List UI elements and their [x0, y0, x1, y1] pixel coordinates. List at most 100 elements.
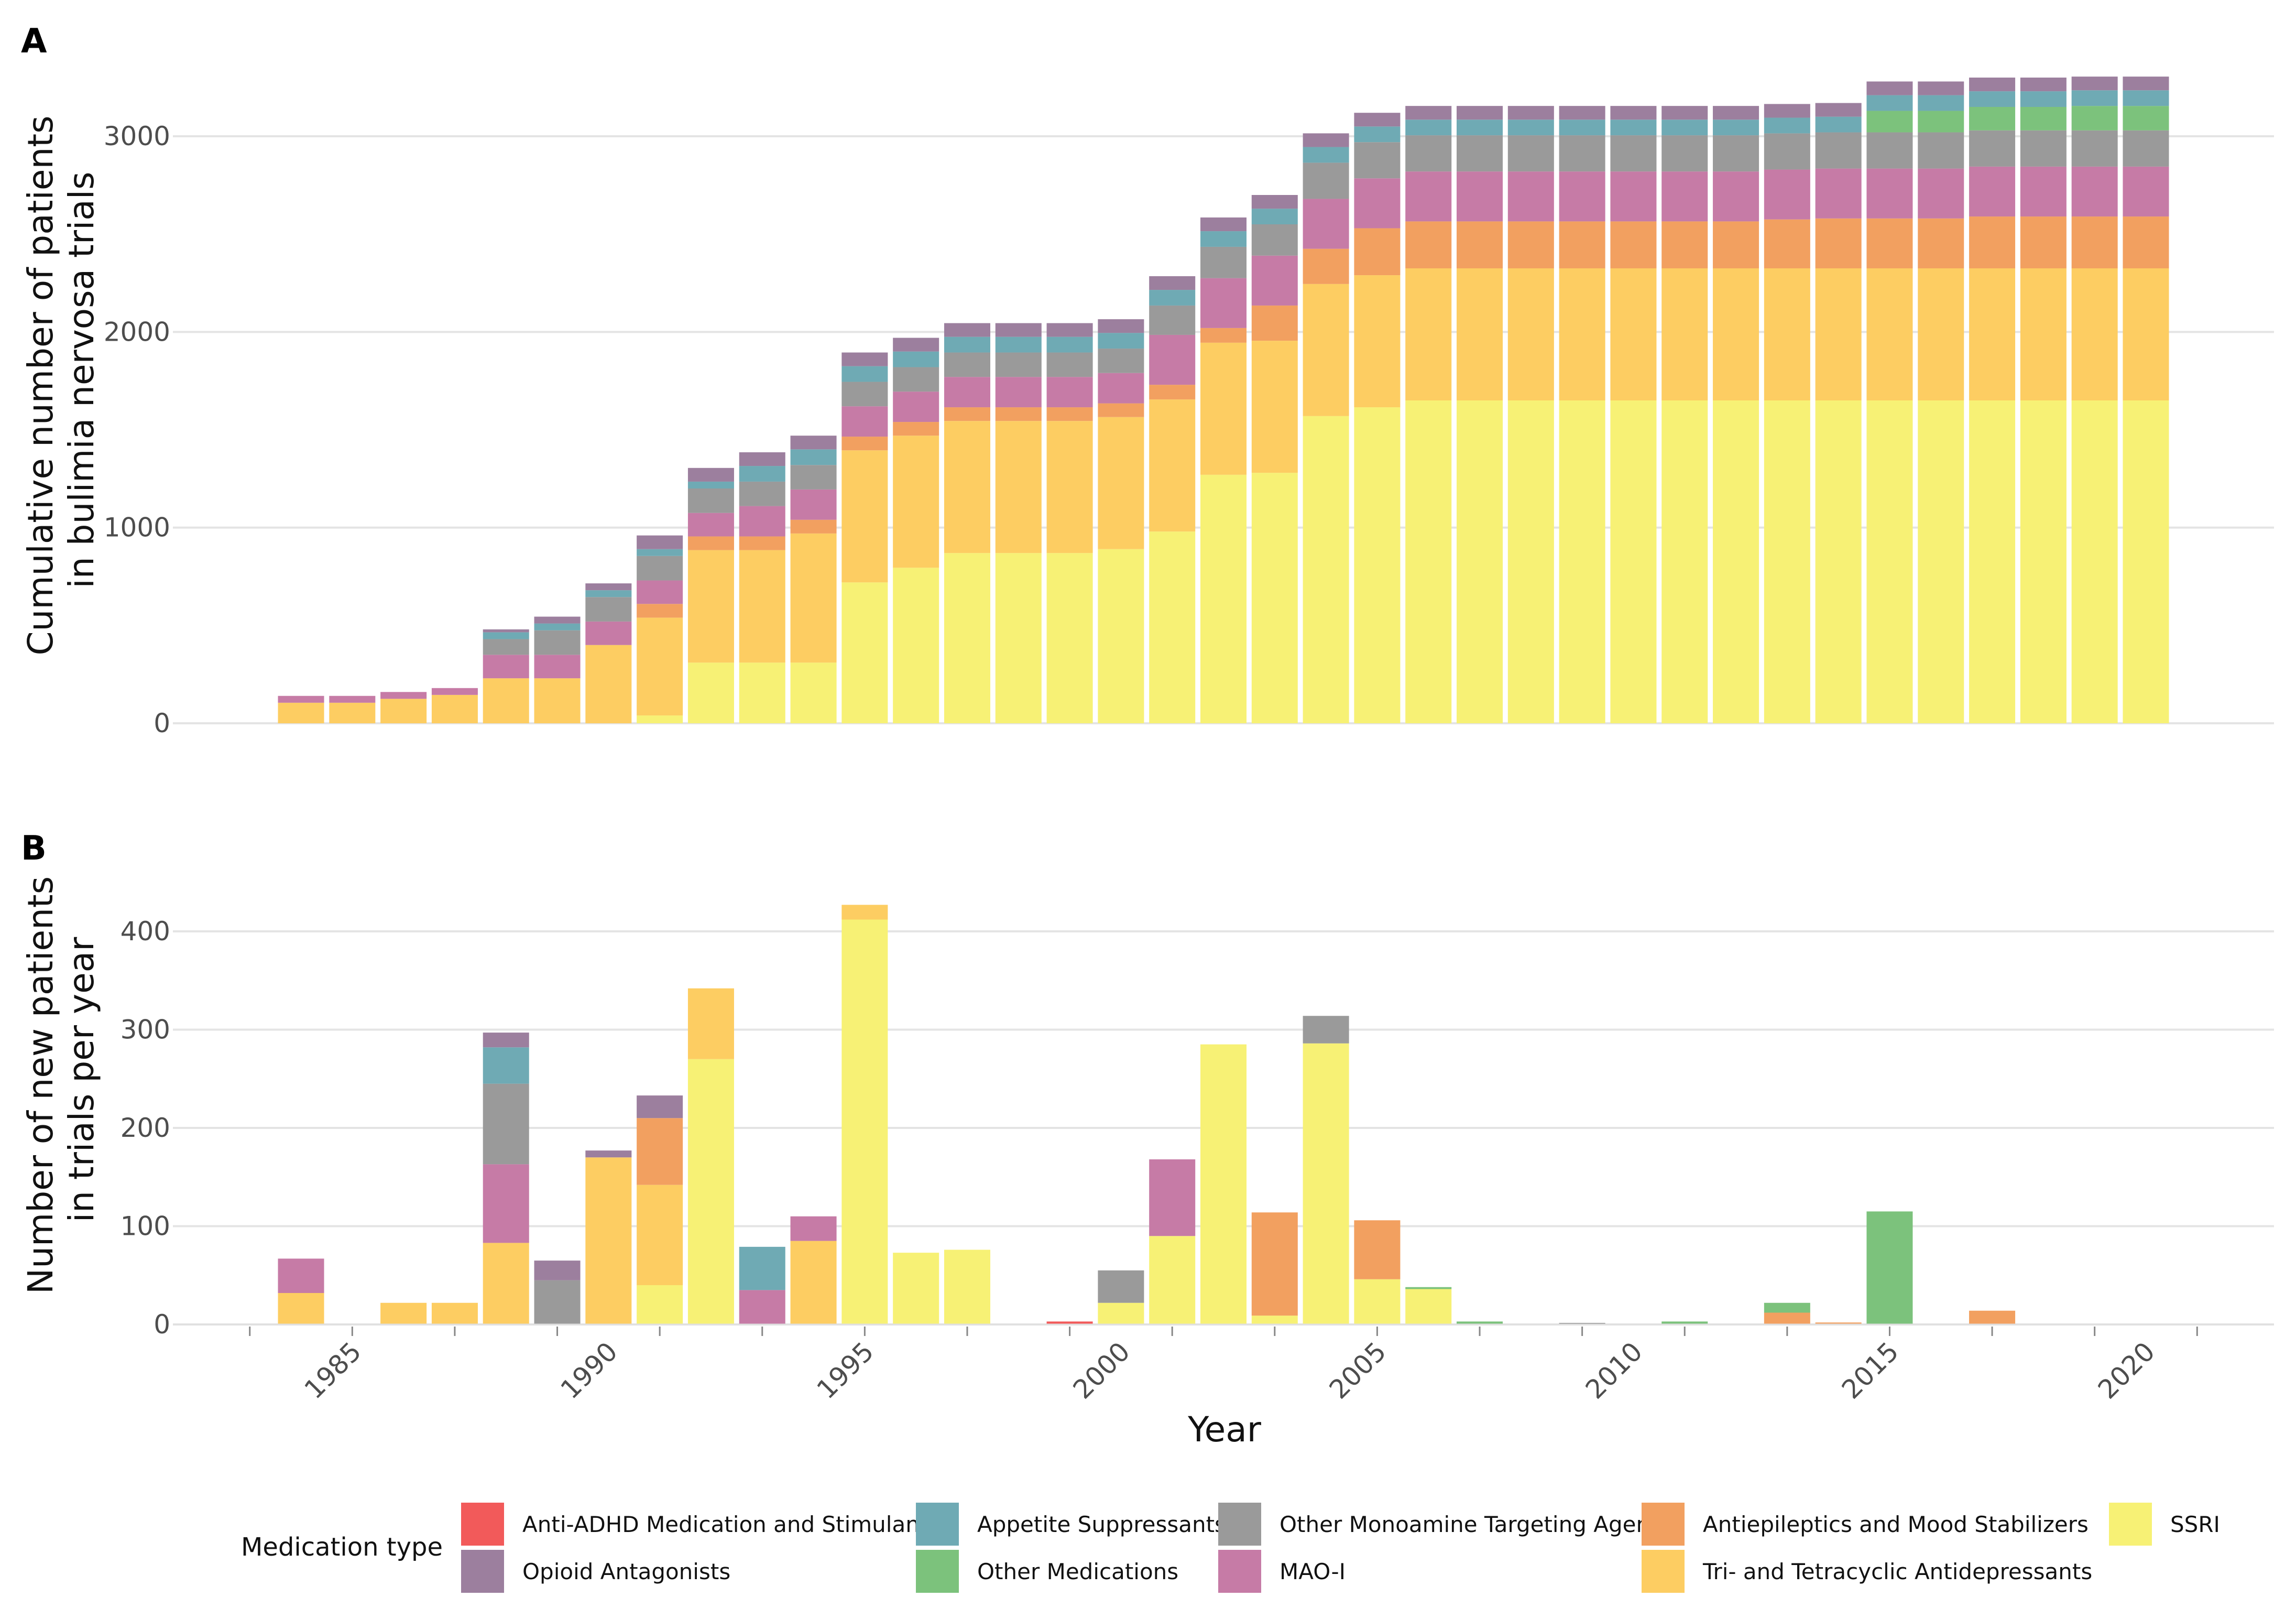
y-tick-label-0: 0 — [154, 708, 170, 738]
bar-a-2001-tri-and-tetracyclic-antidepressants — [1149, 399, 1196, 532]
bar-a-1985-mao-i — [329, 696, 376, 703]
legend-swatch-other-medications — [916, 1550, 959, 1593]
bar-a-1987-tri-and-tetracyclic-antidepressants — [431, 694, 478, 723]
bar-a-2007-appetite-suppressants — [1457, 119, 1503, 136]
bar-a-2016-other-medications — [1918, 111, 1964, 133]
bar-a-1995-tri-and-tetracyclic-antidepressants — [841, 450, 888, 583]
bar-b-1995-tri-and-tetracyclic-antidepressants — [841, 905, 888, 920]
bar-a-2006-other-monoamine-targeting-agents — [1405, 135, 1452, 172]
bar-a-2011-mao-i — [1661, 171, 1708, 222]
bar-a-2012-ssri — [1713, 400, 1759, 723]
bar-a-2009-mao-i — [1559, 171, 1605, 222]
bar-a-1996-opioid-antagonists — [893, 338, 939, 352]
bar-a-2014-appetite-suppressants — [1815, 116, 1862, 133]
bar-b-2004-other-monoamine-targeting-agents — [1303, 1016, 1349, 1044]
legend-label-anti-adhd-medication-and-stimulants: Anti-ADHD Medication and Stimulants — [522, 1512, 939, 1537]
bar-a-2015-opioid-antagonists — [1866, 81, 1913, 95]
bar-a-2018-tri-and-tetracyclic-antidepressants — [2020, 268, 2067, 400]
bar-a-1992-antiepileptics-and-mood-stabilizers — [687, 536, 734, 550]
bar-a-2000-opioid-antagonists — [1098, 319, 1144, 333]
bar-a-2016-tri-and-tetracyclic-antidepressants — [1918, 268, 1964, 400]
bar-b-2006-other-medications — [1405, 1287, 1452, 1289]
bar-a-2009-opioid-antagonists — [1559, 106, 1605, 120]
bar-a-1992-ssri — [687, 662, 734, 723]
bar-a-2018-other-medications — [2020, 107, 2067, 131]
bar-a-1991-opioid-antagonists — [637, 535, 683, 549]
panel-a-letter: A — [21, 22, 47, 61]
bar-b-2017-antiepileptics-and-mood-stabilizers — [1969, 1310, 2016, 1324]
bar-a-1998-mao-i — [995, 377, 1042, 408]
panel-b-y-axis-title-line1: Number of new patients — [20, 876, 61, 1294]
bar-a-2004-other-monoamine-targeting-agents — [1303, 162, 1349, 199]
bar-b-1984-tri-and-tetracyclic-antidepressants — [278, 1293, 324, 1324]
bar-a-1995-mao-i — [841, 406, 888, 437]
bar-a-2020-appetite-suppressants — [2123, 90, 2169, 106]
bar-b-1988-appetite-suppressants — [483, 1047, 529, 1084]
panel-b-y-axis-title-line2: in trials per year — [61, 937, 102, 1222]
bar-a-2003-antiepileptics-and-mood-stabilizers — [1251, 305, 1298, 341]
bar-a-1996-ssri — [893, 568, 939, 723]
bar-a-2014-ssri — [1815, 400, 1862, 723]
bar-a-2003-other-monoamine-targeting-agents — [1251, 224, 1298, 256]
bar-a-2010-other-monoamine-targeting-agents — [1610, 135, 1657, 172]
legend-label-tri-and-tetracyclic-antidepressants: Tri- and Tetracyclic Antidepressants — [1702, 1559, 2092, 1584]
bar-a-2014-other-monoamine-targeting-agents — [1815, 132, 1862, 169]
panel-a-y-ticks: 0 1000 2000 3000 — [104, 121, 170, 738]
bar-a-2005-appetite-suppressants — [1354, 126, 1401, 143]
bar-a-1986-mao-i — [380, 692, 427, 699]
legend-label-ssri: SSRI — [2170, 1512, 2220, 1537]
bar-a-2020-opioid-antagonists — [2123, 77, 2169, 91]
bar-a-2012-other-monoamine-targeting-agents — [1713, 135, 1759, 172]
bar-b-1990-opioid-antagonists — [585, 1150, 632, 1158]
bar-a-1994-other-monoamine-targeting-agents — [790, 465, 837, 490]
bar-a-1990-tri-and-tetracyclic-antidepressants — [585, 645, 632, 723]
bar-a-2001-other-monoamine-targeting-agents — [1149, 305, 1196, 335]
bar-a-2010-tri-and-tetracyclic-antidepressants — [1610, 268, 1657, 400]
bar-a-1985-tri-and-tetracyclic-antidepressants — [329, 702, 376, 723]
bar-b-2003-antiepileptics-and-mood-stabilizers — [1251, 1212, 1298, 1316]
bar-a-1991-mao-i — [637, 580, 683, 604]
legend-label-appetite-suppressants: Appetite Suppressants — [977, 1512, 1226, 1537]
bar-a-2020-other-monoamine-targeting-agents — [2123, 130, 2169, 167]
bar-a-2017-tri-and-tetracyclic-antidepressants — [1969, 268, 2016, 400]
bar-b-2001-mao-i — [1149, 1159, 1196, 1236]
bar-a-2003-tri-and-tetracyclic-antidepressants — [1251, 341, 1298, 473]
bar-a-2005-opioid-antagonists — [1354, 113, 1401, 127]
bar-a-2005-ssri — [1354, 407, 1401, 723]
legend-swatch-appetite-suppressants — [916, 1503, 959, 1546]
bar-b-1993-appetite-suppressants — [739, 1246, 785, 1290]
bar-a-1992-opioid-antagonists — [687, 468, 734, 482]
bar-a-2009-other-monoamine-targeting-agents — [1559, 135, 1605, 172]
bar-a-1999-opioid-antagonists — [1046, 323, 1093, 337]
bar-a-1998-appetite-suppressants — [995, 336, 1042, 353]
bar-a-2012-appetite-suppressants — [1713, 119, 1759, 136]
bar-a-2010-ssri — [1610, 400, 1657, 723]
bar-a-2014-mao-i — [1815, 168, 1862, 219]
bar-a-2007-mao-i — [1457, 171, 1503, 222]
bar-a-2020-other-medications — [2123, 106, 2169, 131]
panel-a-chart: A 0 1000 2000 3000 Cumulative number of pat… — [20, 22, 2274, 738]
bar-a-1993-tri-and-tetracyclic-antidepressants — [739, 550, 785, 663]
bar-a-2006-appetite-suppressants — [1405, 119, 1452, 136]
bar-a-2018-antiepileptics-and-mood-stabilizers — [2020, 216, 2067, 268]
bar-a-1988-other-monoamine-targeting-agents — [483, 639, 529, 655]
bar-a-2012-mao-i — [1713, 171, 1759, 222]
bar-a-2008-opioid-antagonists — [1507, 106, 1554, 120]
bar-a-2019-appetite-suppressants — [2071, 90, 2118, 106]
y-tick-label-300: 300 — [121, 1015, 170, 1045]
bar-b-2013-other-medications — [1764, 1302, 1810, 1313]
bar-a-1994-antiepileptics-and-mood-stabilizers — [790, 519, 837, 534]
bar-a-2017-other-medications — [1969, 107, 2016, 131]
bar-a-2015-tri-and-tetracyclic-antidepressants — [1866, 268, 1913, 400]
panel-b-y-axis-title: Number of new patients in trials per yea… — [20, 865, 102, 1294]
bar-b-1989-other-monoamine-targeting-agents — [534, 1280, 581, 1324]
bar-a-1994-opioid-antagonists — [790, 436, 837, 450]
bar-b-1991-opioid-antagonists — [637, 1095, 683, 1118]
bar-a-1998-ssri — [995, 553, 1042, 723]
bar-a-2005-other-monoamine-targeting-agents — [1354, 142, 1401, 179]
bar-a-2014-tri-and-tetracyclic-antidepressants — [1815, 268, 1862, 400]
bar-a-2011-opioid-antagonists — [1661, 106, 1708, 120]
bar-a-2000-mao-i — [1098, 373, 1144, 404]
bar-a-2016-antiepileptics-and-mood-stabilizers — [1918, 218, 1964, 268]
bar-a-1995-opioid-antagonists — [841, 352, 888, 366]
